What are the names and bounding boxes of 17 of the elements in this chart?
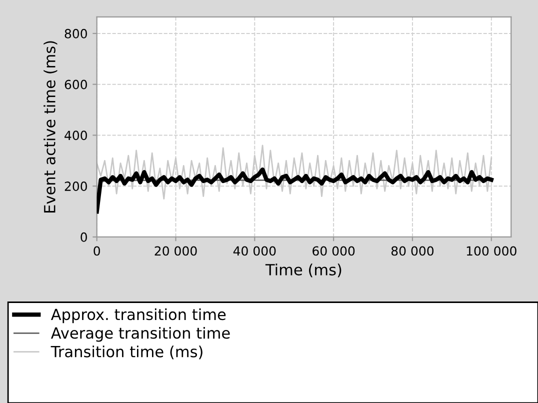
y-axis-title: Event active time (ms) — [44, 41, 58, 212]
legend-label: Transition time (ms) — [50, 346, 202, 360]
legend-label: Average transition time — [50, 326, 230, 342]
y-tick-label: 600 — [64, 80, 87, 90]
x-tick-label: 0 — [94, 246, 100, 256]
legend-label: Approx. transition time — [50, 308, 226, 324]
x-tick-label: 40 000 — [233, 246, 276, 256]
line-series — [96, 167, 494, 214]
x-tick-label: 60 000 — [312, 246, 355, 256]
y-tick-label: 0 — [80, 232, 87, 242]
y-tick-label: 400 — [64, 130, 87, 140]
x-axis-title: Time (ms) — [265, 264, 342, 278]
x-tick-label: 80 000 — [391, 246, 434, 256]
x-tick-label: 100 000 — [466, 246, 516, 256]
y-tick-label: 800 — [64, 28, 87, 38]
x-tick-label: 20 000 — [154, 246, 197, 256]
y-tick-label: 200 — [64, 182, 87, 192]
